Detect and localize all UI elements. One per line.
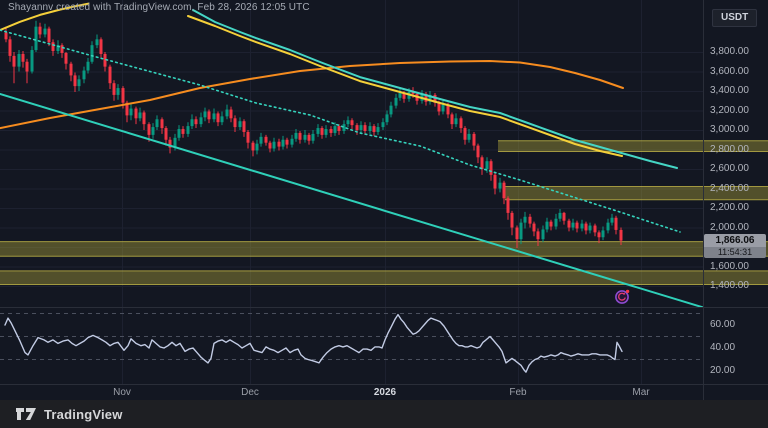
price-tick-3200[interactable]: 3,200.00 [710, 104, 749, 116]
price-tick-1400[interactable]: 1,400.00 [710, 280, 749, 291]
axes-layer: 3,800.00 3,600.00 3,400.00 3,200.00 3,000.00… [113, 46, 749, 398]
overlay-ma-fast-yellow-left[interactable] [0, 2, 89, 32]
overlay-ma-slow-orange[interactable] [0, 60, 624, 130]
price-tick-2800[interactable]: 2,800.00 [710, 143, 749, 155]
main-pane[interactable] [0, 2, 705, 308]
candles-series [4, 20, 623, 248]
time-tick-Nov[interactable]: Nov [113, 387, 131, 398]
overlay-ma-mid-teal[interactable] [192, 9, 678, 169]
zone-support-1415-1555[interactable] [0, 270, 768, 285]
tradingview-logo-icon [16, 408, 36, 420]
rsi-tick-20[interactable]: 20.00 [710, 365, 736, 376]
overlay-trendline-descending[interactable] [0, 93, 705, 308]
purple-marker-icon[interactable] [613, 287, 632, 306]
tradingview-logo-text: TradingView [44, 406, 123, 422]
time-tick-Feb[interactable]: Feb [509, 387, 527, 398]
price-tick-1600[interactable]: 1,600.00 [710, 260, 749, 272]
tradingview-logo[interactable]: TradingView [15, 406, 123, 422]
time-tick-2026[interactable]: 2026 [373, 387, 397, 398]
chart-canvas[interactable] [0, 0, 768, 400]
price-tick-2400[interactable]: 2,400.00 [710, 182, 749, 194]
price-tick-2200[interactable]: 2,200.00 [710, 202, 749, 213]
rsi-pane[interactable] [0, 313, 703, 373]
zone-support-1705-1855[interactable] [0, 241, 768, 257]
price-tick-2000[interactable]: 2,000.00 [710, 221, 749, 233]
zone-resistance-2780-2890[interactable] [498, 140, 768, 152]
time-tick-Dec[interactable]: Dec [241, 387, 259, 398]
price-tick-3400[interactable]: 3,400.00 [710, 85, 749, 96]
symbol-currency-badge: USDT [712, 9, 758, 27]
rsi-tick-40[interactable]: 40.00 [710, 342, 736, 353]
time-tick-Mar[interactable]: Mar [632, 387, 650, 398]
pane-separators [0, 0, 768, 400]
overlay-ma-fast-yellow[interactable] [187, 15, 623, 157]
last-price-value: 1,866.06 [704, 234, 766, 247]
price-tick-3000[interactable]: 3,000.00 [710, 124, 749, 135]
rsi-tick-60[interactable]: 60.00 [710, 319, 736, 330]
price-tick-3800[interactable]: 3,800.00 [710, 46, 749, 57]
overlay-lines [0, 2, 705, 308]
price-tick-2600[interactable]: 2,600.00 [710, 163, 749, 174]
rsi-line [4, 313, 623, 373]
last-price-label: 1,866.06 11:54:31 [704, 234, 766, 258]
price-tick-3600[interactable]: 3,600.00 [710, 65, 749, 77]
attribution-text: Shayannv created with TradingView.com, F… [8, 2, 310, 13]
overlay-trendline-dotted[interactable] [0, 29, 681, 233]
bar-close-countdown: 11:54:31 [704, 247, 766, 258]
footer-bar: TradingView [0, 400, 768, 428]
